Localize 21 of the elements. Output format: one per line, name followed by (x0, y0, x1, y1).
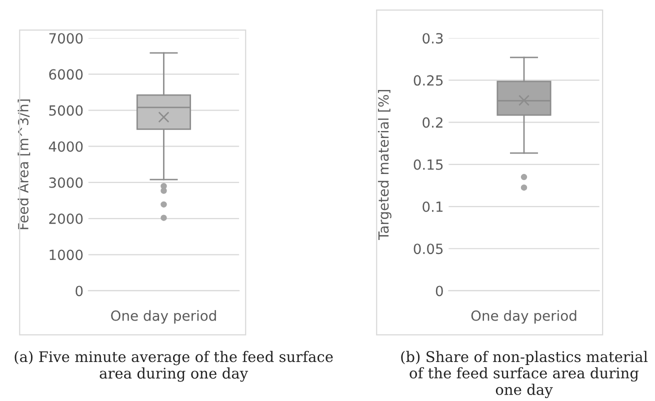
text: (b) Share of non-plastics material of the feed surface area during one day (401, 350, 648, 398)
y-tick-label: 0 (76, 286, 83, 296)
y-tick-label: 0.15 (414, 159, 443, 170)
y-tick-label: 0.05 (414, 244, 443, 254)
y-axis-title: Targeted material [%] (378, 90, 392, 240)
y-tick-label: 4000 (48, 141, 83, 152)
y-tick-label: 5000 (49, 105, 83, 116)
x-tick-label: One day period (471, 310, 576, 324)
y-tick-label: 2000 (49, 214, 83, 224)
y-tick-label: 1000 (50, 250, 83, 260)
x-tick-label: One day period (111, 310, 216, 324)
y-tick-label: 0 (436, 286, 443, 296)
y-tick-label: 0.1 (422, 201, 443, 212)
y-tick-label: 0.2 (422, 117, 442, 128)
text: (a) Five minute average of the feed surface area during one day (14, 350, 333, 382)
y-tick-label: 6000 (49, 69, 83, 80)
y-tick-label: 7000 (49, 33, 83, 44)
y-axis-title: Feed Area [m^3/h] (18, 99, 30, 230)
y-tick-label: 0.25 (414, 75, 443, 86)
y-tick-label: 0.3 (422, 33, 443, 44)
y-tick-label: 3000 (49, 177, 83, 188)
